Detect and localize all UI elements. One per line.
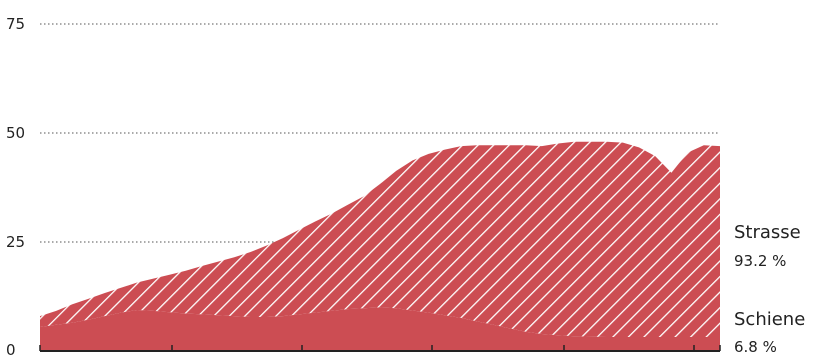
y-tick-label-25: 25 [6,233,25,251]
y-tick-label-0: 0 [6,341,16,359]
x-axis [39,345,721,352]
area-layer [40,141,720,351]
area-strasse [40,141,720,337]
series-share-schiene: 6.8 % [734,338,777,356]
area-schiene [40,307,720,351]
series-label-strasse: Strasse [734,222,801,243]
series-share-strasse: 93.2 % [734,252,786,270]
y-tick-label-75: 75 [6,15,25,33]
y-tick-label-50: 50 [6,124,25,142]
y-axis-tick-labels: 0 25 50 75 [6,15,25,359]
series-label-schiene: Schiene [734,309,805,330]
series-labels: Strasse 93.2 % Schiene 6.8 % [734,222,805,356]
